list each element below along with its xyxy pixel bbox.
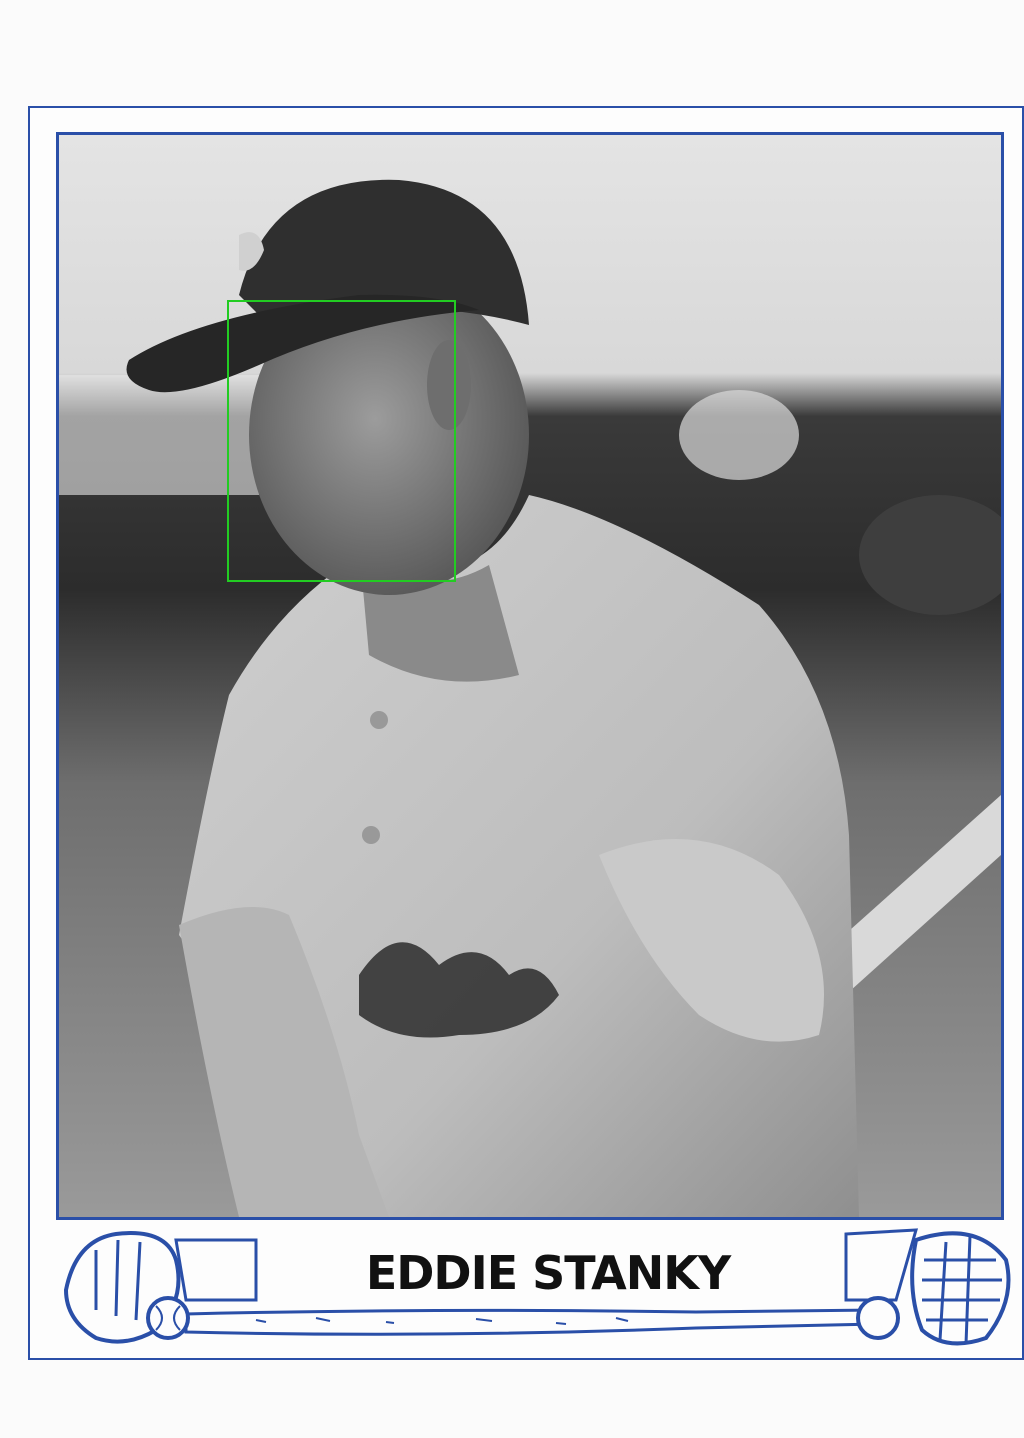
baseball-icon [856,1296,900,1340]
baseball-icon [146,1296,190,1340]
player-name: EDDIE STANKY [365,1246,731,1300]
baseball-player-photo-icon [59,135,1001,1217]
player-photo [56,132,1004,1220]
card-banner [63,1228,1011,1346]
name-plate: EDDIE STANKY [208,1240,888,1306]
baseball-bat-icon [184,1308,878,1336]
catcher-mask-icon [910,1231,1011,1346]
face-highlight-box [227,300,456,582]
